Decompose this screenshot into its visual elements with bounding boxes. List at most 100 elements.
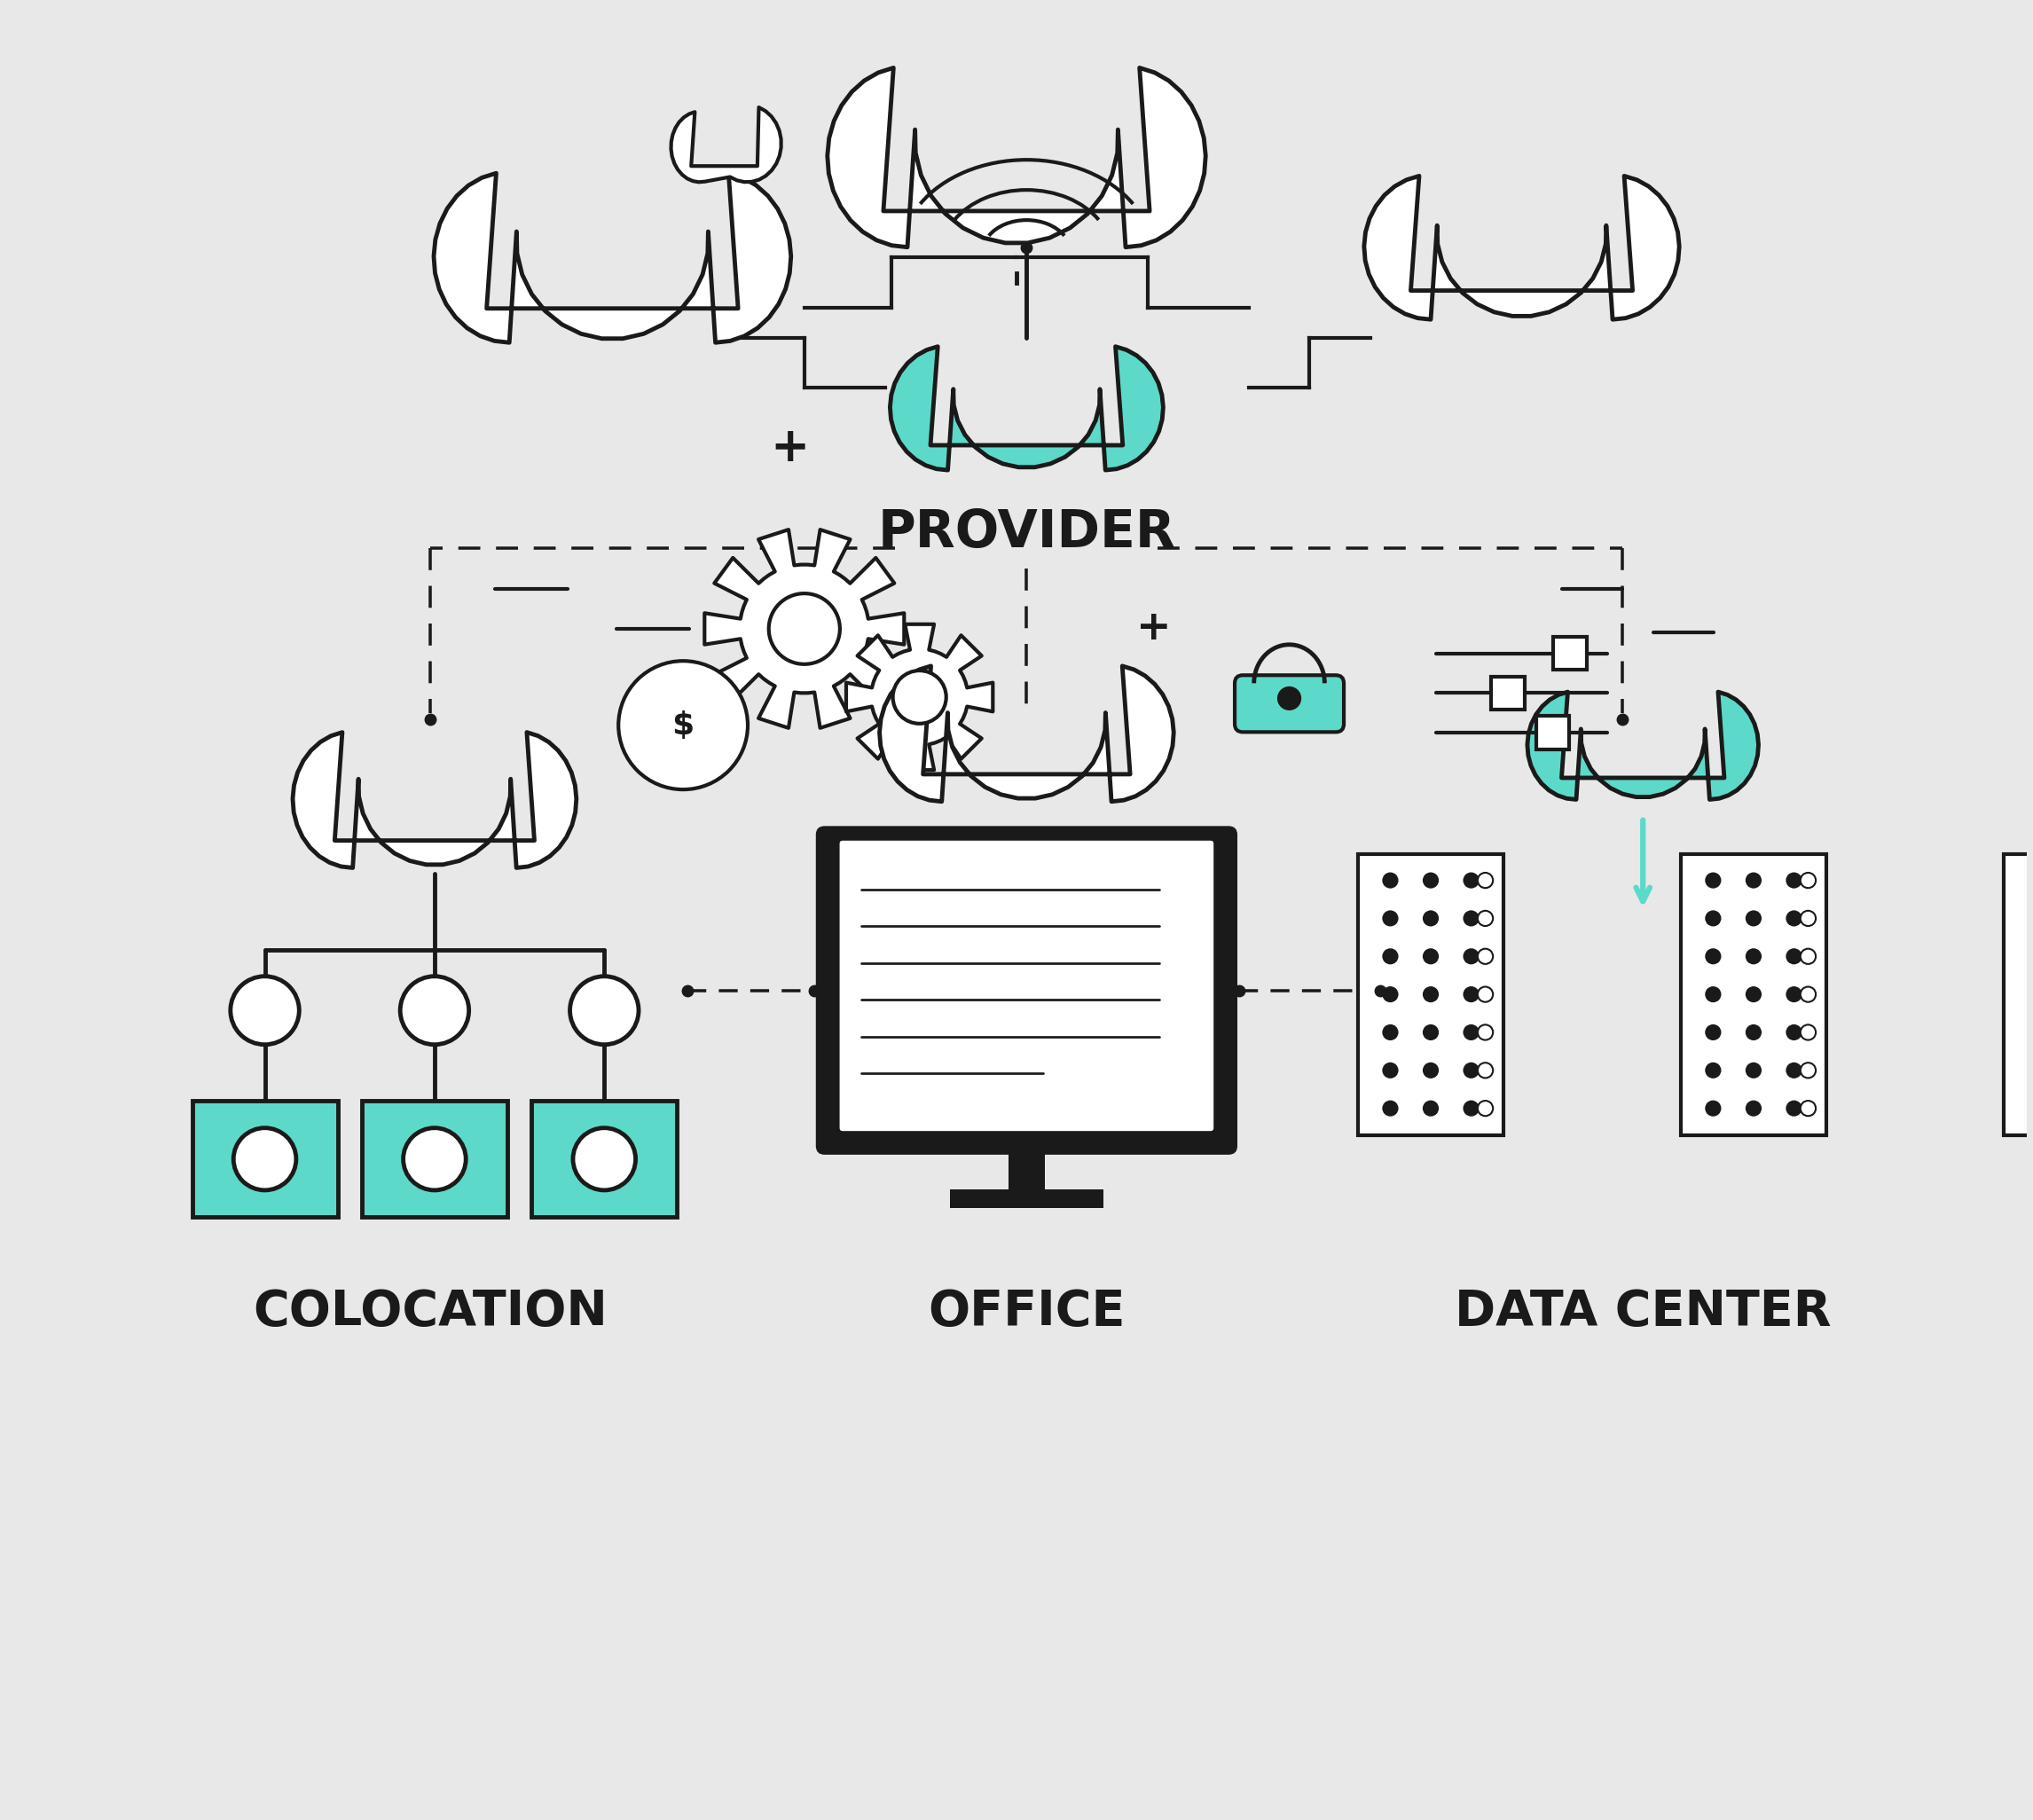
Text: +: + [1136,610,1171,648]
Text: DATA CENTER: DATA CENTER [1456,1289,1832,1336]
Bar [531,1101,677,1218]
PathPatch shape [1364,177,1679,320]
PathPatch shape [293,732,577,868]
FancyBboxPatch shape [817,826,1236,1154]
Circle shape [1801,1025,1815,1039]
Circle shape [1478,1025,1492,1039]
FancyBboxPatch shape [1234,675,1344,732]
Circle shape [1478,910,1492,926]
Text: PROVIDER: PROVIDER [878,508,1175,557]
Circle shape [2027,1025,2033,1041]
Circle shape [1464,948,1480,965]
Circle shape [1382,1063,1399,1079]
PathPatch shape [433,173,791,342]
PathPatch shape [671,107,781,182]
Circle shape [1801,1101,1815,1116]
Circle shape [1423,986,1439,1003]
Text: COLOCATION: COLOCATION [254,1289,608,1336]
Bar [191,1101,337,1218]
Circle shape [1785,1063,1801,1079]
Circle shape [1706,910,1722,926]
PathPatch shape [880,666,1173,801]
Circle shape [1464,986,1480,1003]
Circle shape [1464,1025,1480,1041]
Circle shape [573,1128,636,1190]
Circle shape [1785,1101,1801,1116]
Circle shape [1382,986,1399,1003]
Bar [362,1101,508,1218]
Bar [949,1190,1104,1208]
Circle shape [2027,910,2033,926]
FancyBboxPatch shape [840,839,1214,1132]
Circle shape [1801,948,1815,965]
Circle shape [230,976,299,1045]
Text: +: + [771,426,809,471]
Circle shape [1478,948,1492,965]
Circle shape [1785,910,1801,926]
Circle shape [1423,1063,1439,1079]
Circle shape [1382,910,1399,926]
Circle shape [1746,910,1763,926]
Circle shape [1706,948,1722,965]
Bar [1492,677,1525,710]
Circle shape [1706,986,1722,1003]
Circle shape [1706,1025,1722,1041]
Bar [191,1101,337,1218]
Bar [362,1101,508,1218]
Bar [1553,637,1586,670]
Bar [1008,1147,1045,1190]
Circle shape [1746,948,1763,965]
PathPatch shape [1527,692,1759,799]
Circle shape [1785,1025,1801,1041]
Circle shape [1464,910,1480,926]
Circle shape [234,1128,297,1190]
Circle shape [1423,872,1439,888]
Circle shape [1478,1063,1492,1077]
Circle shape [1706,1063,1722,1079]
Circle shape [2027,1101,2033,1116]
Text: $: $ [671,710,695,741]
Circle shape [1706,872,1722,888]
Circle shape [1801,1063,1815,1077]
Circle shape [1801,874,1815,888]
Bar [1681,854,1826,1136]
Circle shape [2027,948,2033,965]
Circle shape [1746,1025,1763,1041]
Circle shape [1478,986,1492,1003]
Circle shape [1801,910,1815,926]
Circle shape [1785,986,1801,1003]
Circle shape [569,976,638,1045]
Circle shape [1423,1101,1439,1116]
Circle shape [2027,872,2033,888]
Circle shape [1382,1025,1399,1041]
Bar [2005,854,2033,1136]
Circle shape [2027,986,2033,1003]
Circle shape [1785,872,1801,888]
Text: OFFICE: OFFICE [927,1289,1126,1336]
Bar [1358,854,1504,1136]
Circle shape [1382,872,1399,888]
Circle shape [768,593,840,664]
Bar [1535,717,1569,750]
Circle shape [1746,1063,1763,1079]
Circle shape [1423,910,1439,926]
Bar [531,1101,677,1218]
Circle shape [1785,948,1801,965]
PathPatch shape [705,530,905,728]
Circle shape [892,670,945,724]
Circle shape [1801,986,1815,1003]
Circle shape [1423,948,1439,965]
Circle shape [1382,948,1399,965]
PathPatch shape [846,624,992,770]
Circle shape [1382,1101,1399,1116]
Circle shape [1464,1101,1480,1116]
Circle shape [1746,1101,1763,1116]
Circle shape [401,976,470,1045]
Circle shape [1423,1025,1439,1041]
Circle shape [403,1128,466,1190]
Circle shape [1746,986,1763,1003]
PathPatch shape [827,67,1206,248]
Circle shape [1478,1101,1492,1116]
Circle shape [1478,874,1492,888]
Circle shape [1746,872,1763,888]
